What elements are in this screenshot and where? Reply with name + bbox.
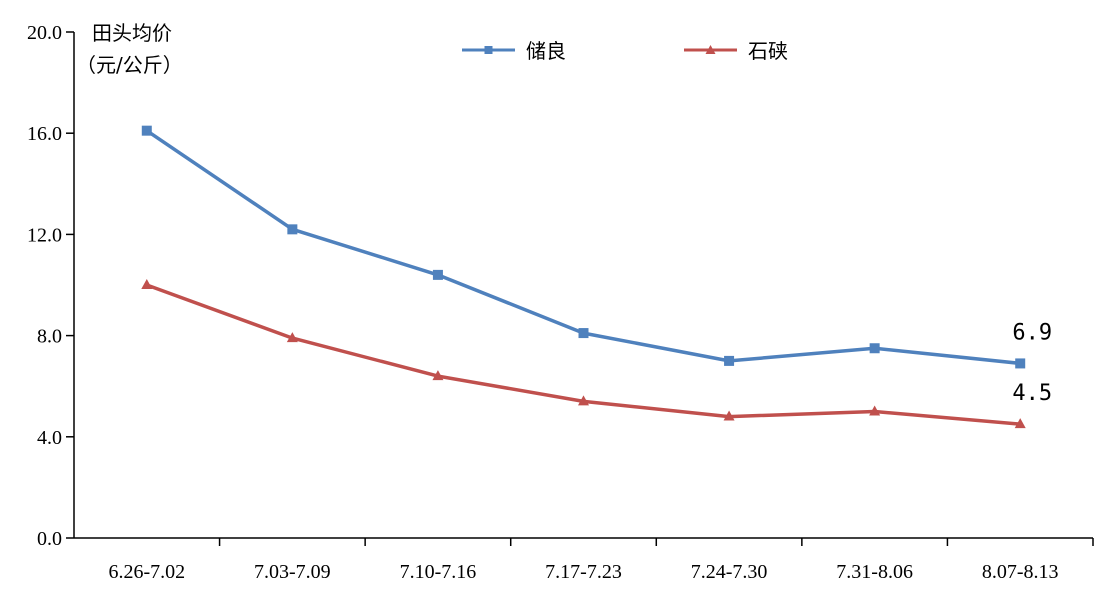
data-point bbox=[869, 343, 880, 354]
data-point bbox=[578, 328, 589, 339]
y-tick-label: 20.0 bbox=[27, 22, 62, 44]
series-shixia: 4.5 bbox=[141, 279, 1052, 429]
data-point bbox=[141, 279, 153, 289]
y-tick-label: 0.0 bbox=[37, 528, 62, 550]
x-tick-label: 7.10-7.16 bbox=[400, 561, 477, 583]
x-tick-label: 7.17-7.23 bbox=[545, 561, 622, 583]
x-tick-label: 6.26-7.02 bbox=[108, 561, 185, 583]
legend-label-chuliang: 储良 bbox=[526, 39, 566, 63]
data-point bbox=[578, 395, 589, 406]
series-layer: 6.9 4.5 bbox=[141, 125, 1052, 429]
data-label: 4.5 bbox=[1012, 381, 1052, 406]
y-ticks: 0.0 4.0 8.0 12.0 16.0 20.0 bbox=[27, 22, 74, 550]
data-point bbox=[287, 224, 298, 235]
x-tick-label: 7.03-7.09 bbox=[254, 561, 331, 583]
y-tick-label: 4.0 bbox=[37, 427, 62, 449]
x-tick-label: 8.07-8.13 bbox=[982, 561, 1059, 583]
x-tick-label: 7.24-7.30 bbox=[691, 561, 768, 583]
data-point bbox=[141, 125, 152, 136]
y-tick-label: 12.0 bbox=[27, 224, 62, 246]
legend-marker-triangle-icon bbox=[705, 45, 716, 54]
legend-label-shixia: 石硖 bbox=[748, 39, 788, 63]
data-point bbox=[286, 332, 298, 343]
data-point bbox=[432, 370, 444, 381]
series-chuliang: 6.9 bbox=[141, 125, 1052, 369]
legend-marker-square-icon bbox=[484, 46, 493, 54]
data-point bbox=[1014, 418, 1026, 429]
y-tick-label: 8.0 bbox=[37, 326, 62, 348]
data-point bbox=[723, 410, 735, 421]
data-label: 6.9 bbox=[1012, 320, 1052, 345]
y-axis-title: 田头均价 （元/公斤） bbox=[76, 21, 183, 77]
y-axis-title-line-2: （元/公斤） bbox=[76, 53, 183, 77]
legend-item-chuliang: 储良 bbox=[462, 39, 566, 63]
y-axis-title-line-1: 田头均价 bbox=[92, 21, 172, 45]
x-tick-label: 7.31-8.06 bbox=[836, 561, 913, 583]
data-point bbox=[1015, 358, 1026, 369]
data-point bbox=[869, 405, 881, 416]
legend: 储良 石硖 bbox=[462, 39, 788, 63]
data-point bbox=[432, 269, 443, 280]
axes bbox=[73, 32, 1093, 539]
data-point bbox=[724, 355, 735, 366]
x-ticks: 6.26-7.02 7.03-7.09 7.10-7.16 7.17-7.23 7.24… bbox=[108, 538, 1094, 583]
legend-item-shixia: 石硖 bbox=[684, 39, 788, 63]
y-tick-label: 16.0 bbox=[27, 123, 62, 145]
